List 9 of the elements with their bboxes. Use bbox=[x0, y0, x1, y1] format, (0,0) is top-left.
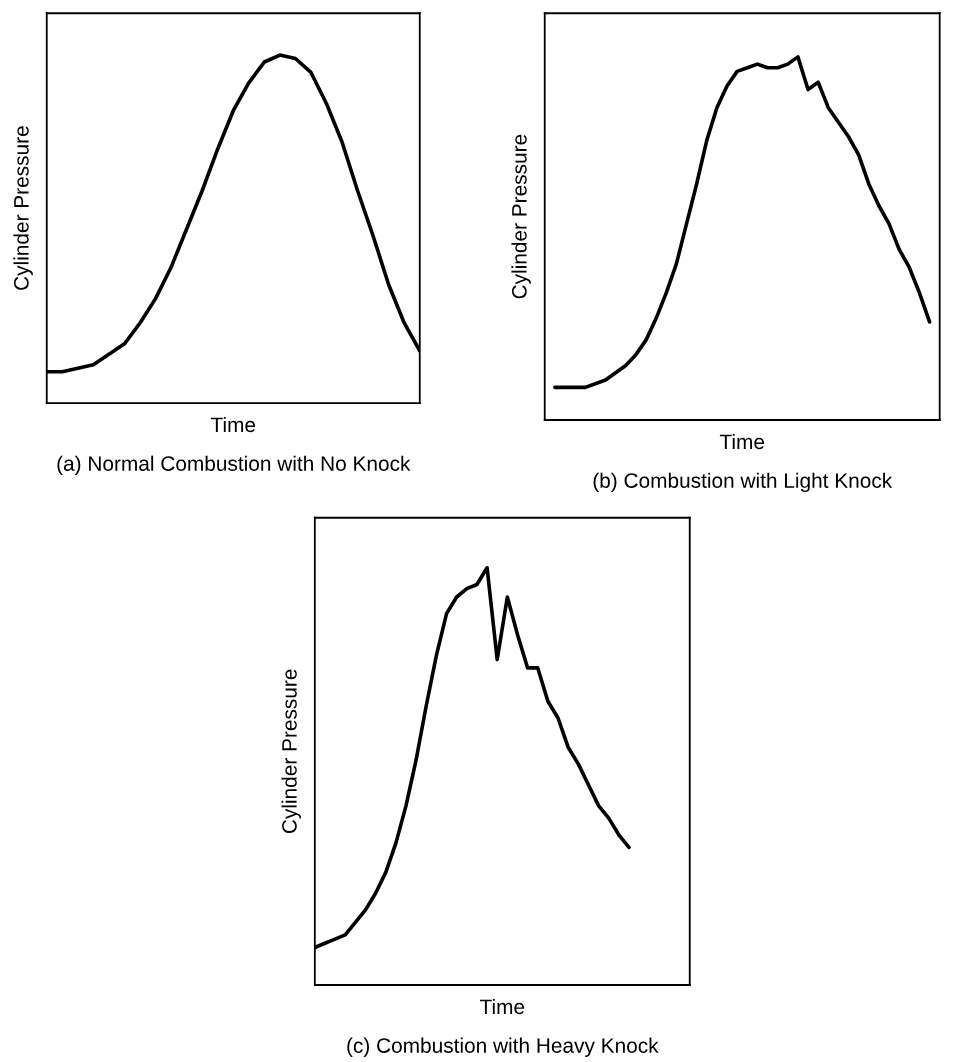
text: (b) Combustion with Light Knock bbox=[593, 472, 893, 493]
y-axis-title: Cylinder Pressure bbox=[511, 134, 531, 299]
text: (c) Combustion with Heavy Knock bbox=[347, 1037, 659, 1058]
x-axis-title: Time bbox=[479, 998, 525, 1015]
x-axis-title: Time bbox=[719, 433, 765, 450]
x-axis-title: Time bbox=[210, 416, 256, 433]
text: (a) Normal Combustion with No Knock bbox=[57, 455, 411, 476]
y-axis-title: Cylinder Pressure bbox=[13, 126, 33, 290]
y-axis-title: Cylinder Pressure bbox=[281, 669, 301, 834]
